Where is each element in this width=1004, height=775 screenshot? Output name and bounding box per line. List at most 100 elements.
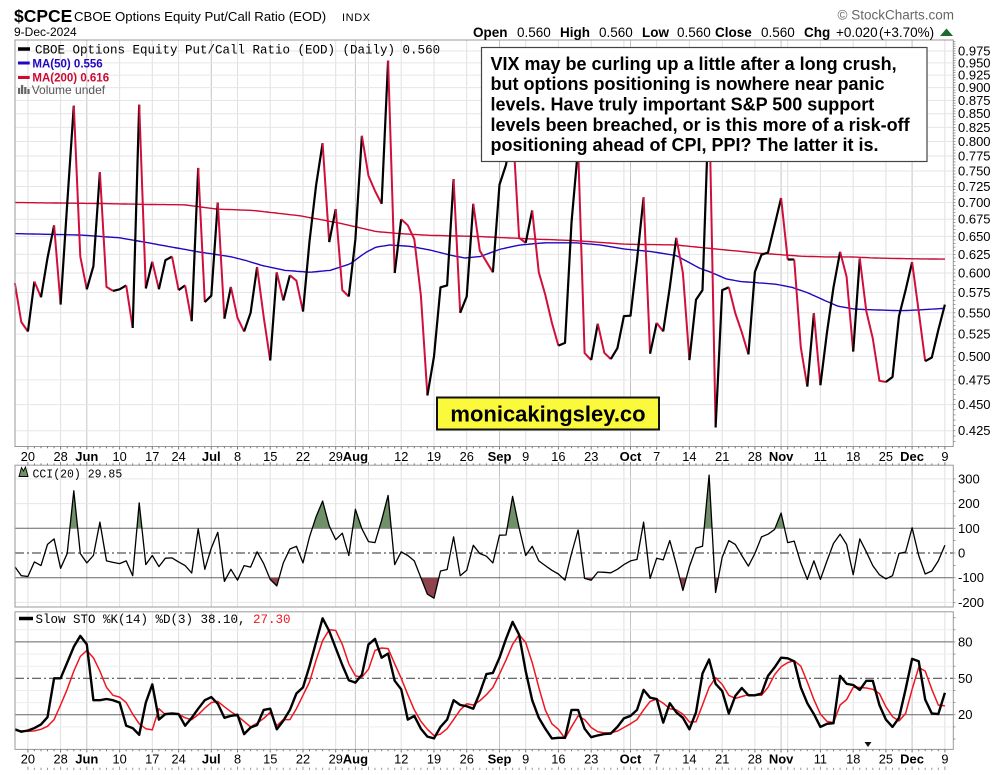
svg-text:Dec: Dec bbox=[900, 449, 924, 464]
svg-text:28: 28 bbox=[53, 752, 67, 767]
svg-text:0.650: 0.650 bbox=[958, 229, 991, 244]
svg-text:12: 12 bbox=[394, 752, 408, 767]
svg-text:22: 22 bbox=[296, 449, 310, 464]
svg-text:7: 7 bbox=[653, 752, 660, 767]
svg-text:21: 21 bbox=[715, 449, 729, 464]
svg-text:50: 50 bbox=[958, 671, 972, 686]
svg-text:80: 80 bbox=[958, 634, 972, 649]
svg-text:24: 24 bbox=[171, 752, 185, 767]
svg-text:7: 7 bbox=[653, 449, 660, 464]
svg-text:0.525: 0.525 bbox=[958, 327, 991, 342]
svg-text:20: 20 bbox=[21, 752, 35, 767]
svg-text:VIX may be curling up a little: VIX may be curling up a little after a l… bbox=[491, 54, 897, 74]
svg-text:CCI(20) 29.85: CCI(20) 29.85 bbox=[33, 469, 123, 482]
svg-text:29: 29 bbox=[329, 449, 343, 464]
svg-text:21: 21 bbox=[715, 752, 729, 767]
svg-text:26: 26 bbox=[460, 449, 474, 464]
svg-text:19: 19 bbox=[427, 752, 441, 767]
svg-text:positioning ahead of CPI, PPI?: positioning ahead of CPI, PPI? The latte… bbox=[491, 135, 879, 155]
svg-text:Oct: Oct bbox=[620, 752, 642, 767]
svg-text:300: 300 bbox=[958, 471, 980, 486]
svg-text:Jul: Jul bbox=[202, 752, 221, 767]
svg-text:INDX: INDX bbox=[342, 12, 371, 24]
svg-text:but options positioning is now: but options positioning is nowhere near … bbox=[491, 74, 885, 94]
svg-text:Slow STO %K(14) %D(3) 38.10, 2: Slow STO %K(14) %D(3) 38.10, 27.30 bbox=[36, 613, 291, 627]
svg-text:0.725: 0.725 bbox=[958, 179, 991, 194]
svg-text:0.550: 0.550 bbox=[958, 305, 991, 320]
svg-text:Sep: Sep bbox=[488, 449, 512, 464]
svg-text:14: 14 bbox=[682, 752, 696, 767]
svg-text:0.425: 0.425 bbox=[958, 423, 991, 438]
svg-text:0.850: 0.850 bbox=[958, 106, 991, 121]
svg-text:0.775: 0.775 bbox=[958, 149, 991, 164]
svg-text:16: 16 bbox=[551, 449, 565, 464]
svg-text:Close: Close bbox=[715, 25, 752, 40]
svg-text:0.560: 0.560 bbox=[517, 25, 551, 40]
svg-text:29: 29 bbox=[329, 752, 343, 767]
svg-text:15: 15 bbox=[263, 752, 277, 767]
svg-text:12: 12 bbox=[394, 449, 408, 464]
svg-text:0.475: 0.475 bbox=[958, 372, 991, 387]
svg-text:10: 10 bbox=[112, 449, 126, 464]
svg-text:Sep: Sep bbox=[488, 752, 512, 767]
svg-text:CBOE Options Equity Put/Call R: CBOE Options Equity Put/Call Ratio (EOD)… bbox=[35, 44, 440, 58]
svg-text:18: 18 bbox=[846, 449, 860, 464]
svg-text:200: 200 bbox=[958, 496, 980, 511]
svg-text:8: 8 bbox=[234, 752, 241, 767]
svg-text:Aug: Aug bbox=[343, 449, 368, 464]
svg-text:9: 9 bbox=[522, 449, 529, 464]
svg-text:0.500: 0.500 bbox=[958, 349, 991, 364]
svg-text:(+3.70%): (+3.70%) bbox=[879, 25, 934, 40]
svg-text:-200: -200 bbox=[958, 595, 984, 610]
svg-text:28: 28 bbox=[748, 449, 762, 464]
svg-text:9: 9 bbox=[522, 752, 529, 767]
svg-text:0: 0 bbox=[958, 546, 965, 561]
svg-text:Jun: Jun bbox=[75, 449, 98, 464]
svg-text:+0.020: +0.020 bbox=[836, 25, 878, 40]
svg-text:22: 22 bbox=[296, 752, 310, 767]
svg-text:17: 17 bbox=[145, 449, 159, 464]
svg-text:10: 10 bbox=[112, 752, 126, 767]
svg-text:9: 9 bbox=[941, 752, 948, 767]
svg-text:0.875: 0.875 bbox=[958, 93, 991, 108]
svg-text:28: 28 bbox=[748, 752, 762, 767]
svg-text:0.675: 0.675 bbox=[958, 212, 991, 227]
svg-text:23: 23 bbox=[584, 449, 598, 464]
svg-text:9-Dec-2024: 9-Dec-2024 bbox=[14, 25, 77, 39]
svg-text:24: 24 bbox=[171, 449, 185, 464]
svg-text:8: 8 bbox=[234, 449, 241, 464]
svg-text:-100: -100 bbox=[958, 570, 984, 585]
svg-text:Open: Open bbox=[473, 25, 508, 40]
svg-text:0.825: 0.825 bbox=[958, 120, 991, 135]
svg-text:Oct: Oct bbox=[620, 449, 642, 464]
svg-text:25: 25 bbox=[879, 752, 893, 767]
svg-text:Nov: Nov bbox=[769, 752, 794, 767]
svg-text:0.560: 0.560 bbox=[599, 25, 633, 40]
svg-text:9: 9 bbox=[941, 449, 948, 464]
svg-text:0.600: 0.600 bbox=[958, 266, 991, 281]
svg-text:Dec: Dec bbox=[900, 752, 924, 767]
svg-text:18: 18 bbox=[846, 752, 860, 767]
svg-text:levels. Have truly important S: levels. Have truly important S&P 500 sup… bbox=[491, 95, 875, 115]
svg-text:15: 15 bbox=[263, 449, 277, 464]
svg-text:Aug: Aug bbox=[343, 752, 368, 767]
svg-text:23: 23 bbox=[584, 752, 598, 767]
svg-text:0.750: 0.750 bbox=[958, 164, 991, 179]
svg-text:0.625: 0.625 bbox=[958, 247, 991, 262]
svg-text:MA(50) 0.556: MA(50) 0.556 bbox=[32, 58, 102, 70]
svg-text:20: 20 bbox=[21, 449, 35, 464]
svg-text:© StockCharts.com: © StockCharts.com bbox=[838, 8, 954, 23]
svg-text:$CPCE: $CPCE bbox=[14, 6, 72, 26]
svg-text:CBOE Options Equity Put/Call R: CBOE Options Equity Put/Call Ratio (EOD) bbox=[74, 9, 326, 24]
svg-text:0.975: 0.975 bbox=[958, 44, 991, 59]
svg-text:20: 20 bbox=[958, 707, 972, 722]
svg-text:0.560: 0.560 bbox=[677, 25, 711, 40]
svg-text:100: 100 bbox=[958, 521, 980, 536]
svg-text:0.450: 0.450 bbox=[958, 397, 991, 412]
svg-text:Chg: Chg bbox=[804, 25, 830, 40]
svg-text:Jul: Jul bbox=[202, 449, 221, 464]
svg-text:monicakingsley.co: monicakingsley.co bbox=[450, 402, 645, 427]
svg-text:Low: Low bbox=[642, 25, 669, 40]
svg-text:0.575: 0.575 bbox=[958, 285, 991, 300]
svg-text:High: High bbox=[560, 25, 590, 40]
